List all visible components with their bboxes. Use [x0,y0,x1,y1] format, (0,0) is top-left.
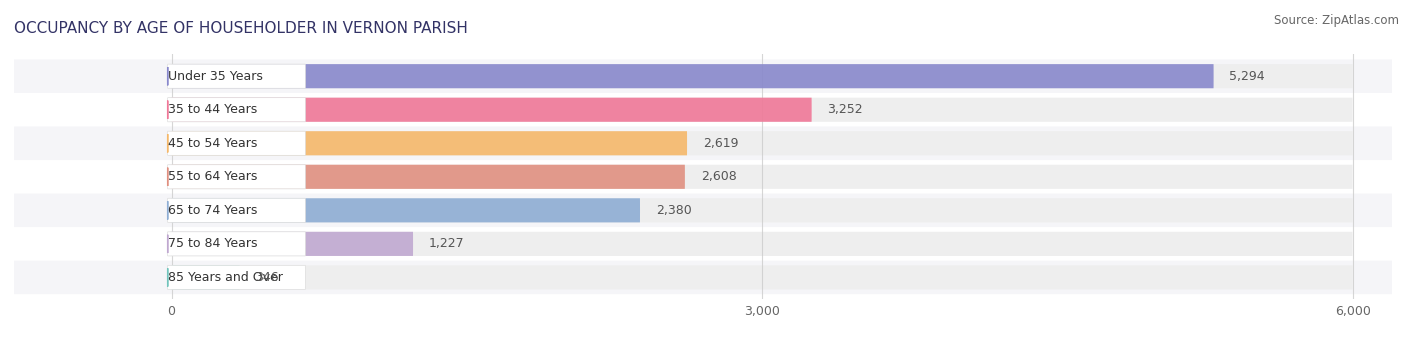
Text: OCCUPANCY BY AGE OF HOUSEHOLDER IN VERNON PARISH: OCCUPANCY BY AGE OF HOUSEHOLDER IN VERNO… [14,21,468,36]
FancyBboxPatch shape [172,165,1353,189]
Text: Under 35 Years: Under 35 Years [167,70,263,83]
Text: 35 to 44 Years: 35 to 44 Years [167,103,257,116]
Text: Source: ZipAtlas.com: Source: ZipAtlas.com [1274,14,1399,27]
FancyBboxPatch shape [167,198,305,222]
Text: 1,227: 1,227 [429,237,464,250]
FancyBboxPatch shape [172,98,811,122]
FancyBboxPatch shape [14,261,1392,294]
FancyBboxPatch shape [167,131,305,155]
Text: 346: 346 [256,271,278,284]
FancyBboxPatch shape [172,131,688,155]
FancyBboxPatch shape [14,227,1392,261]
FancyBboxPatch shape [14,160,1392,193]
FancyBboxPatch shape [14,93,1392,126]
FancyBboxPatch shape [167,232,305,256]
FancyBboxPatch shape [167,265,305,289]
Text: 5,294: 5,294 [1229,70,1265,83]
FancyBboxPatch shape [172,131,1353,155]
Text: 65 to 74 Years: 65 to 74 Years [167,204,257,217]
FancyBboxPatch shape [167,64,305,88]
Text: 55 to 64 Years: 55 to 64 Years [167,170,257,183]
FancyBboxPatch shape [172,265,239,289]
Text: 2,619: 2,619 [703,137,738,150]
FancyBboxPatch shape [167,98,305,122]
Text: 3,252: 3,252 [827,103,863,116]
FancyBboxPatch shape [14,59,1392,93]
Text: 85 Years and Over: 85 Years and Over [167,271,283,284]
FancyBboxPatch shape [172,198,640,222]
FancyBboxPatch shape [172,98,1353,122]
FancyBboxPatch shape [172,232,413,256]
FancyBboxPatch shape [172,165,685,189]
FancyBboxPatch shape [172,64,1213,88]
FancyBboxPatch shape [14,126,1392,160]
FancyBboxPatch shape [172,64,1353,88]
FancyBboxPatch shape [172,265,1353,289]
FancyBboxPatch shape [172,232,1353,256]
Text: 2,380: 2,380 [655,204,692,217]
FancyBboxPatch shape [14,193,1392,227]
Text: 45 to 54 Years: 45 to 54 Years [167,137,257,150]
Text: 2,608: 2,608 [700,170,737,183]
Text: 75 to 84 Years: 75 to 84 Years [167,237,257,250]
FancyBboxPatch shape [172,198,1353,222]
FancyBboxPatch shape [167,165,305,189]
